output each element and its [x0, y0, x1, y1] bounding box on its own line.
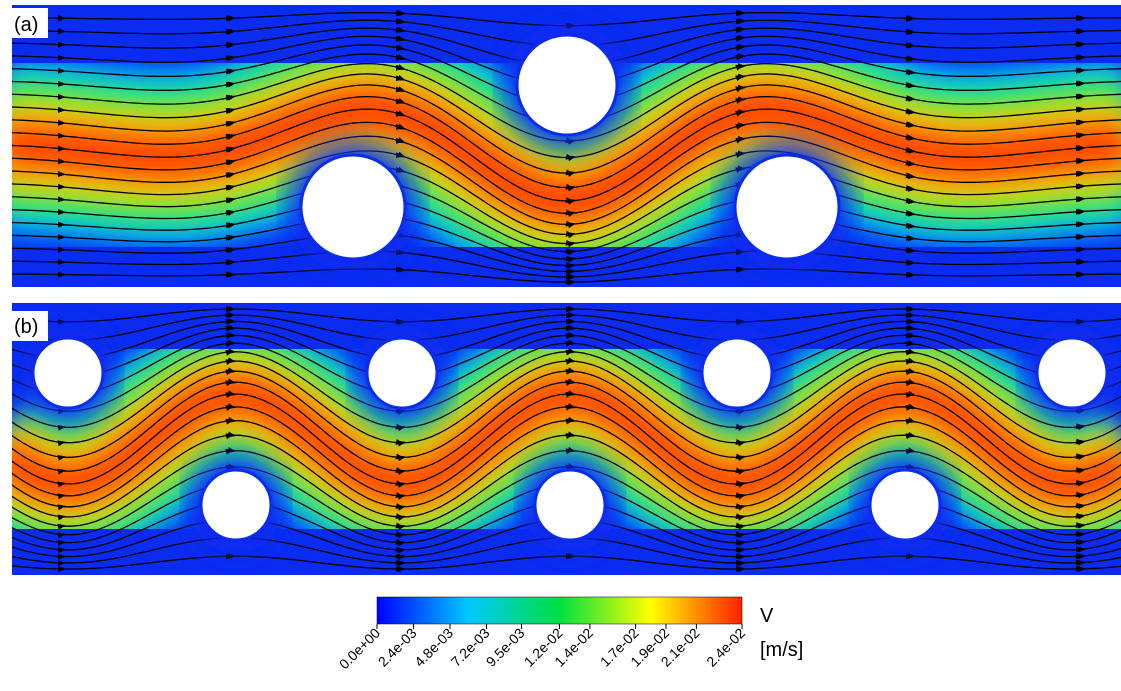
cylinder	[1035, 336, 1109, 410]
cylinder	[733, 153, 841, 261]
cylinder	[515, 33, 619, 137]
label-bg	[12, 311, 48, 341]
cylinder	[533, 468, 607, 542]
panel-b	[12, 303, 1121, 575]
panel-label: (a)	[14, 14, 38, 36]
cylinder	[299, 153, 407, 261]
cylinder	[365, 336, 439, 410]
panel-a	[12, 5, 1121, 287]
panel-label: (b)	[14, 316, 38, 338]
label-bg	[12, 8, 48, 38]
cylinder	[199, 468, 273, 542]
colorbar	[376, 596, 743, 625]
colorbar-title: V	[760, 605, 774, 627]
colorbar-tick-label: 9.5e-03	[483, 625, 528, 670]
colorbar-tick-label: 2.4e-03	[375, 625, 420, 670]
cylinder	[868, 468, 942, 542]
colorbar-tick-label: 2.4e-02	[703, 625, 748, 670]
colorbar-tick-label: 4.8e-03	[411, 625, 456, 670]
colorbar-unit: [m/s]	[760, 639, 803, 661]
cylinder	[31, 336, 105, 410]
cylinder	[700, 336, 774, 410]
colorbar-tick-label: 0.0e+00	[336, 625, 384, 673]
